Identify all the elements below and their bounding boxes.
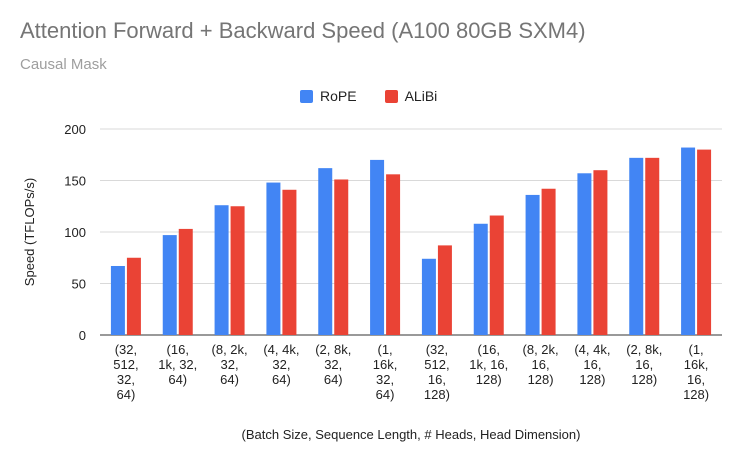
bar-alibi xyxy=(386,174,401,335)
y-axis-label: Speed (TFLOPs/s) xyxy=(22,178,37,286)
y-tick-label: 100 xyxy=(64,225,86,240)
x-tick-label: (2, 8k, 16, 128) xyxy=(626,342,662,387)
legend-item-rope: RoPE xyxy=(300,88,357,104)
bar-alibi xyxy=(489,215,504,335)
x-tick-label: (1, 16k, 32, 64) xyxy=(373,342,398,402)
legend-swatch-rope xyxy=(300,89,313,103)
legend-label-alibi: ALiBi xyxy=(404,88,438,104)
y-tick-label: 200 xyxy=(64,122,86,137)
bar-alibi xyxy=(230,206,245,335)
bar-alibi xyxy=(697,149,712,335)
bar-rope xyxy=(318,168,333,335)
bar-rope xyxy=(629,157,644,335)
legend-label-rope: RoPE xyxy=(320,88,357,104)
x-tick-label: (8, 2k, 32, 64) xyxy=(212,342,248,387)
y-tick-label: 150 xyxy=(64,174,86,189)
bar-rope xyxy=(162,235,177,335)
legend-item-alibi: ALiBi xyxy=(384,88,438,104)
x-tick-label: (32, 512, 16, 128) xyxy=(424,342,450,402)
bar-rope xyxy=(681,147,696,335)
bar-rope xyxy=(525,194,540,335)
x-tick-label: (2, 8k, 32, 64) xyxy=(315,342,351,387)
x-tick-label: (8, 2k, 16, 128) xyxy=(523,342,559,387)
bar-alibi xyxy=(437,245,452,335)
bar-alibi xyxy=(178,228,193,335)
bar-rope xyxy=(421,258,436,335)
x-tick-label: (16, 1k, 32, 64) xyxy=(158,342,197,387)
bar-alibi xyxy=(645,157,660,335)
x-tick-label: (32, 512, 32, 64) xyxy=(113,342,138,402)
bar-alibi xyxy=(334,179,349,335)
x-tick-label: (16, 1k, 16, 128) xyxy=(469,342,508,387)
bar-alibi xyxy=(126,257,141,335)
x-axis-label: (Batch Size, Sequence Length, # Heads, H… xyxy=(242,427,581,442)
legend-swatch-alibi xyxy=(384,89,398,103)
chart-title: Attention Forward + Backward Speed (A100… xyxy=(20,18,586,43)
y-tick-label: 0 xyxy=(79,328,86,343)
bar-rope xyxy=(214,205,229,335)
bar-rope xyxy=(577,173,592,335)
chart-subtitle: Causal Mask xyxy=(20,56,107,73)
bar-alibi xyxy=(593,170,608,335)
bar-rope xyxy=(110,265,125,335)
y-tick-label: 50 xyxy=(72,277,86,292)
x-tick-label: (4, 4k, 32, 64) xyxy=(263,342,299,387)
bar-rope xyxy=(266,182,281,335)
bar-alibi xyxy=(541,188,556,335)
bar-rope xyxy=(473,223,488,335)
bar-rope xyxy=(370,159,385,335)
legend: RoPE ALiBi xyxy=(300,88,459,104)
bar-alibi xyxy=(282,189,297,335)
x-tick-label: (4, 4k, 16, 128) xyxy=(574,342,610,387)
x-tick-label: (1, 16k, 16, 128) xyxy=(683,342,709,402)
